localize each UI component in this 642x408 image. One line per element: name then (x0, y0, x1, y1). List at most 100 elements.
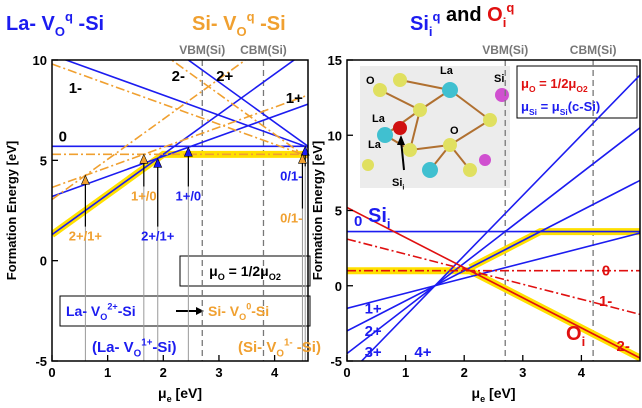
x-tick-label: 3 (519, 365, 526, 380)
y-tick-label: -5 (330, 354, 342, 369)
line-label: 0 (354, 213, 362, 230)
text-part: (Si- V (238, 339, 276, 356)
text-part: -Si) (152, 339, 176, 356)
transition-label: 1+/0 (176, 188, 202, 203)
y-axis-label: Formation Energy [eV] (310, 141, 325, 280)
text-part: La- V (66, 303, 101, 319)
text-part: q (433, 9, 441, 24)
text-part: -Si) (293, 339, 321, 356)
reference-label: CBM(Si) (240, 43, 287, 57)
text-part: Si (560, 107, 568, 117)
text-part: Si (368, 205, 387, 227)
text-part: i (387, 216, 391, 231)
x-tick-label: 4 (578, 365, 586, 380)
text-part: -Si (251, 303, 269, 319)
x-tick-label: 2 (160, 365, 167, 380)
inset-picture (360, 66, 510, 188)
text-part: O (134, 349, 142, 360)
line-label: 1+ (286, 90, 303, 107)
line-label: 2+ (216, 68, 233, 85)
y-tick-label: 10 (328, 128, 342, 143)
line-label: 3+ (365, 344, 382, 361)
text-part: O (450, 125, 459, 137)
inset-label: Si (494, 73, 504, 85)
text-part: μ (472, 385, 481, 401)
text-part: O (239, 312, 246, 322)
line-label: 1- (69, 80, 82, 97)
text-part: q (247, 9, 255, 24)
text-part: 2+ (107, 302, 117, 312)
line-label: 0 (59, 128, 67, 145)
text-part: -Si (118, 303, 136, 319)
text-part: = 1/2μ (225, 263, 269, 279)
text-part: i (582, 334, 586, 349)
y-tick-label: 15 (328, 53, 342, 68)
text-part: (La- V (92, 339, 134, 356)
x-tick-label: 3 (215, 365, 222, 380)
line-label: 1- (599, 293, 612, 310)
text-part: μ (158, 385, 167, 401)
transition-label: 2+/1+ (69, 229, 103, 244)
text-part: O (100, 312, 107, 322)
line-label: 2- (617, 338, 630, 355)
text-part: μ (521, 76, 529, 91)
x-tick-label: 1 (104, 365, 111, 380)
text-part: O (236, 24, 246, 39)
text-part: Si (392, 177, 402, 189)
text-part: and (440, 4, 487, 26)
text-part: [eV] (172, 385, 202, 401)
x-tick-label: 2 (461, 365, 468, 380)
text-part: La (440, 65, 454, 77)
line-label: 2+ (365, 323, 382, 340)
reference-label: CBM(Si) (570, 43, 617, 57)
y-axis-label: Formation Energy [eV] (4, 141, 19, 280)
reference-label: VBM(Si) (179, 43, 225, 57)
text-part: μ (521, 99, 529, 114)
text-part: 1+ (141, 337, 152, 348)
text-part: q (506, 0, 514, 15)
text-part: -Si (73, 13, 104, 35)
y-tick-label: 0 (40, 254, 47, 269)
text-part: 1- (284, 337, 293, 348)
text-part: O (55, 24, 65, 39)
y-tick-label: 5 (40, 153, 47, 168)
line-label: 2- (172, 68, 185, 85)
text-part: O (566, 323, 582, 345)
transition-label: 0/1- (280, 211, 302, 226)
text-part: i (503, 15, 507, 30)
text-part: O (366, 75, 375, 87)
text-part: O2 (269, 272, 281, 282)
inset-label: La (440, 65, 454, 77)
figure: La- VOq -SiSi- VOq -SiVBM(Si)CBM(Si)2+1+… (0, 0, 642, 408)
text-part: [eV] (485, 385, 515, 401)
transition-label: 2+/1+ (141, 229, 175, 244)
inset-label: O (450, 125, 459, 137)
text-part: Si- V (192, 13, 237, 35)
text-part: Si (494, 73, 504, 85)
text-part: i (402, 183, 404, 191)
transition-label: 0/1- (280, 168, 302, 183)
transition-label: 1+/0 (131, 188, 157, 203)
x-tick-label: 0 (48, 365, 55, 380)
text-part: q (65, 9, 73, 24)
text-part: La (368, 139, 382, 151)
text-part: i (429, 24, 433, 39)
text-part: La (372, 113, 386, 125)
text-part: O (276, 349, 284, 360)
inset-label: O (366, 75, 375, 87)
y-tick-label: -5 (35, 354, 47, 369)
line-label: 4+ (414, 344, 431, 361)
text-part: O2 (576, 84, 588, 94)
y-tick-label: 10 (33, 53, 47, 68)
text-part: O (487, 4, 503, 26)
y-tick-label: 5 (335, 204, 342, 219)
text-part: Si (529, 107, 537, 117)
line-label: 1+ (365, 300, 382, 317)
text-part: Si- V (208, 303, 240, 319)
x-tick-label: 1 (402, 365, 409, 380)
x-tick-label: 0 (343, 365, 350, 380)
inset-label: La (368, 139, 382, 151)
text-part: La- V (6, 13, 56, 35)
inset-label: La (372, 113, 386, 125)
text-part: μ (209, 263, 218, 279)
